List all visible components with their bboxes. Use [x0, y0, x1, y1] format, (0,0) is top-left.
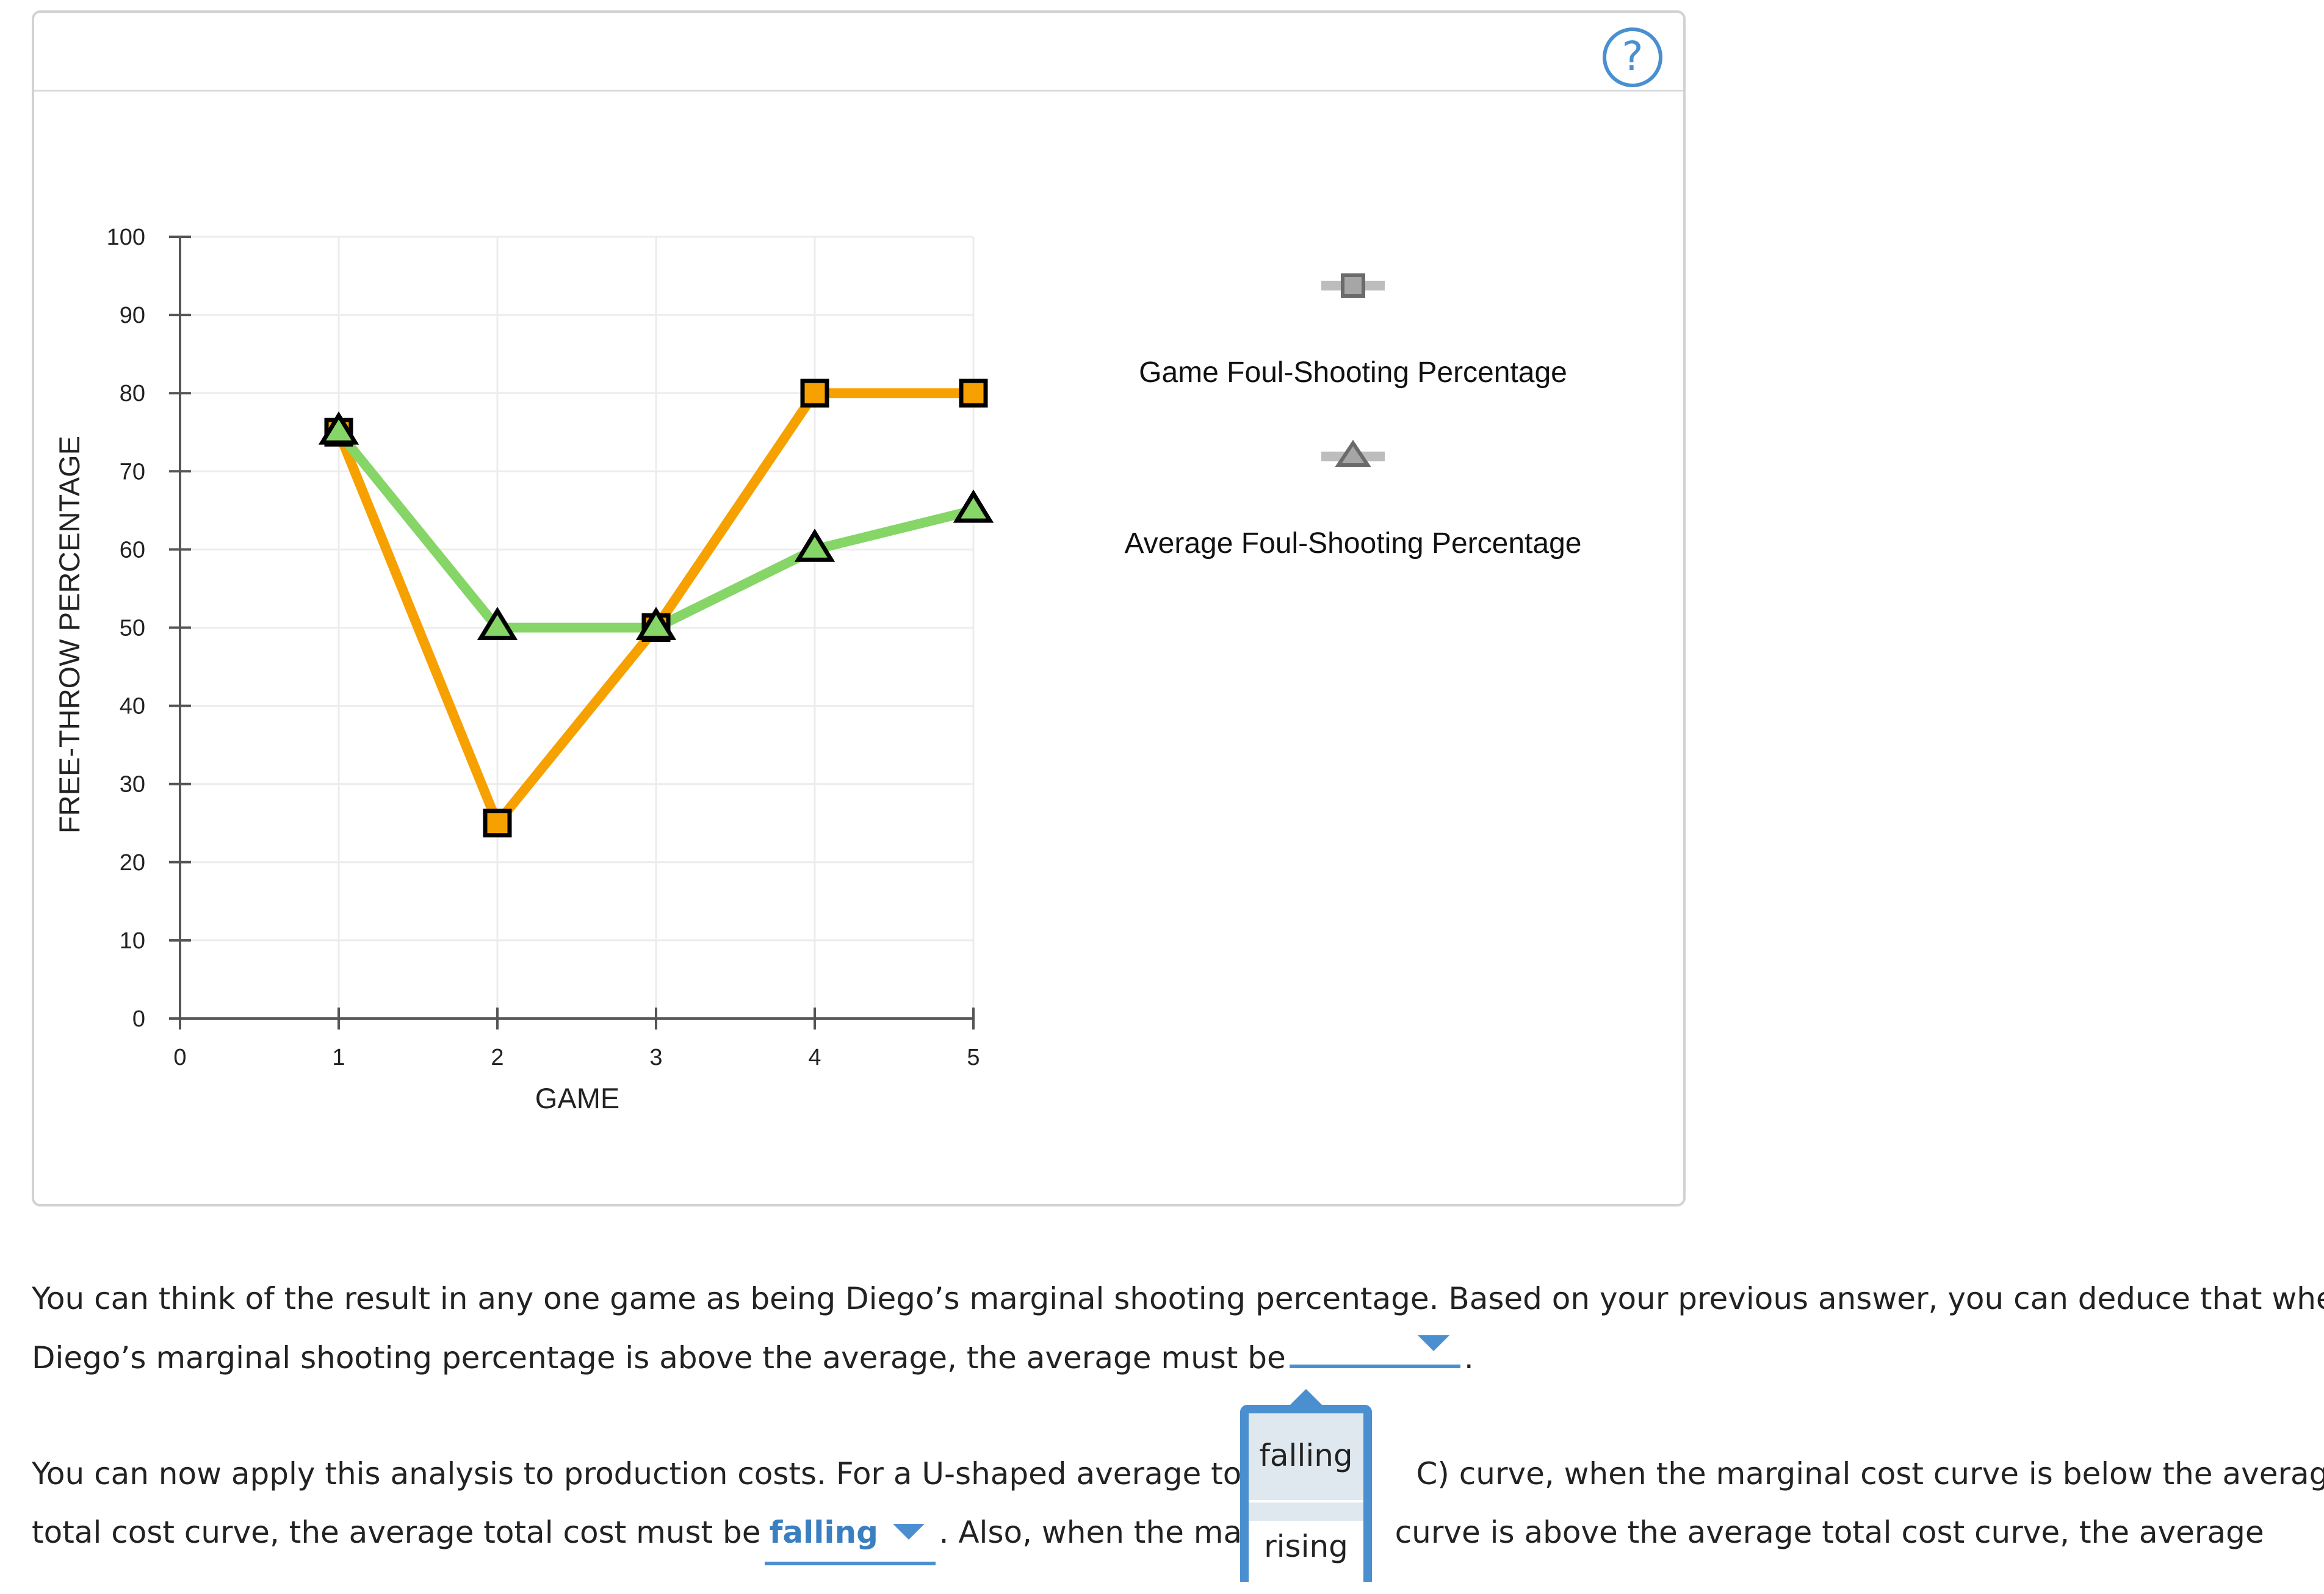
- dropdown-option-rising[interactable]: rising: [1249, 1521, 1363, 1594]
- x-tick-label-0: 0: [173, 1045, 186, 1070]
- chart-series: [318, 378, 994, 838]
- paragraph-1-line-2: Diego’s marginal shooting percentage is …: [32, 1328, 2302, 1387]
- y-tick-label-90: 90: [120, 303, 145, 328]
- paragraph-1-line-1: You can think of the result in any one g…: [32, 1281, 2324, 1316]
- paragraph-2-line-1: You can now apply this analysis to produ…: [32, 1444, 2324, 1503]
- paragraph-1-text: Diego’s marginal shooting percentage is …: [32, 1340, 1286, 1376]
- paragraph-2-text-a: You can now apply this analysis to produ…: [32, 1456, 1281, 1491]
- x-tick-label-1: 1: [332, 1045, 345, 1070]
- game-point-2: [483, 809, 512, 838]
- average-point-2: [477, 607, 518, 640]
- panel-header-divider: [34, 90, 1683, 92]
- line-chart: 0 10 20 30 40 50 60 70 80 90 100 0 1 2 3 4 5 GAME FREE-T…: [53, 225, 1582, 1114]
- y-tick-label-70: 70: [120, 459, 145, 485]
- y-tick-label-40: 40: [120, 694, 145, 719]
- average-point-3: [635, 607, 677, 640]
- dropdown-pointer: [1289, 1389, 1323, 1406]
- game-point-4: [800, 378, 829, 408]
- paragraph-1-period: .: [1463, 1340, 1474, 1376]
- paragraph-2-text-d: . Also, when the mar: [939, 1515, 1255, 1550]
- chevron-down-icon: [892, 1524, 925, 1540]
- help-button[interactable]: ?: [1603, 27, 1662, 87]
- x-tick-label-2: 2: [491, 1045, 503, 1070]
- y-tick-label-20: 20: [120, 850, 145, 876]
- y-tick-label-10: 10: [120, 928, 145, 954]
- average-point-5: [953, 489, 994, 523]
- average-point-1: [318, 411, 359, 445]
- paragraph-2-line-2: total cost curve, the average total cost…: [32, 1503, 2302, 1565]
- y-tick-label-100: 100: [107, 225, 145, 250]
- x-tick-label-3: 3: [649, 1045, 662, 1070]
- legend-square-icon: [1341, 273, 1365, 298]
- average-point-4: [794, 528, 835, 562]
- question-paragraph-1: You can think of the result in any one g…: [32, 1269, 2324, 1387]
- dropdown-option-falling[interactable]: falling: [1259, 1438, 1353, 1473]
- y-tick-label-80: 80: [120, 381, 145, 406]
- y-tick-label-0: 0: [132, 1006, 145, 1032]
- select-atc-below-direction[interactable]: falling: [764, 1503, 936, 1565]
- game-point-5: [959, 378, 988, 408]
- chart-legend: Game Foul-Shooting Percentage Average Fou…: [1125, 273, 1582, 560]
- chevron-down-icon: [1417, 1335, 1449, 1351]
- paragraph-2-text-e: curve is above the average total cost cu…: [1395, 1515, 2264, 1550]
- paragraph-2-text-c: total cost curve, the average total cost…: [32, 1515, 761, 1550]
- dropdown-divider: [1249, 1500, 1363, 1502]
- chart-axes: 0 10 20 30 40 50 60 70 80 90 100 0 1 2 3 4 5: [107, 225, 980, 1070]
- y-tick-label-60: 60: [120, 537, 145, 563]
- graph-panel: ?: [32, 10, 1686, 1206]
- y-tick-label-30: 30: [120, 772, 145, 798]
- y-tick-label-50: 50: [120, 616, 145, 641]
- legend-triangle-icon: [1335, 439, 1371, 467]
- y-axis-label: FREE-THROW PERCENTAGE: [53, 436, 85, 834]
- dropdown-menu: falling rising: [1240, 1405, 1372, 1594]
- x-tick-label-5: 5: [967, 1045, 980, 1070]
- paragraph-2-text-b: C) curve, when the marginal cost curve i…: [1416, 1456, 2324, 1491]
- question-paragraph-2: You can now apply this analysis to produ…: [32, 1444, 2324, 1565]
- legend-label-0: Game Foul-Shooting Percentage: [1139, 356, 1567, 389]
- x-tick-label-4: 4: [808, 1045, 821, 1070]
- select-average-direction[interactable]: [1289, 1328, 1460, 1368]
- x-axis-label: GAME: [535, 1082, 619, 1114]
- select-2-value: falling: [769, 1515, 878, 1550]
- legend-label-1: Average Foul-Shooting Percentage: [1125, 527, 1582, 560]
